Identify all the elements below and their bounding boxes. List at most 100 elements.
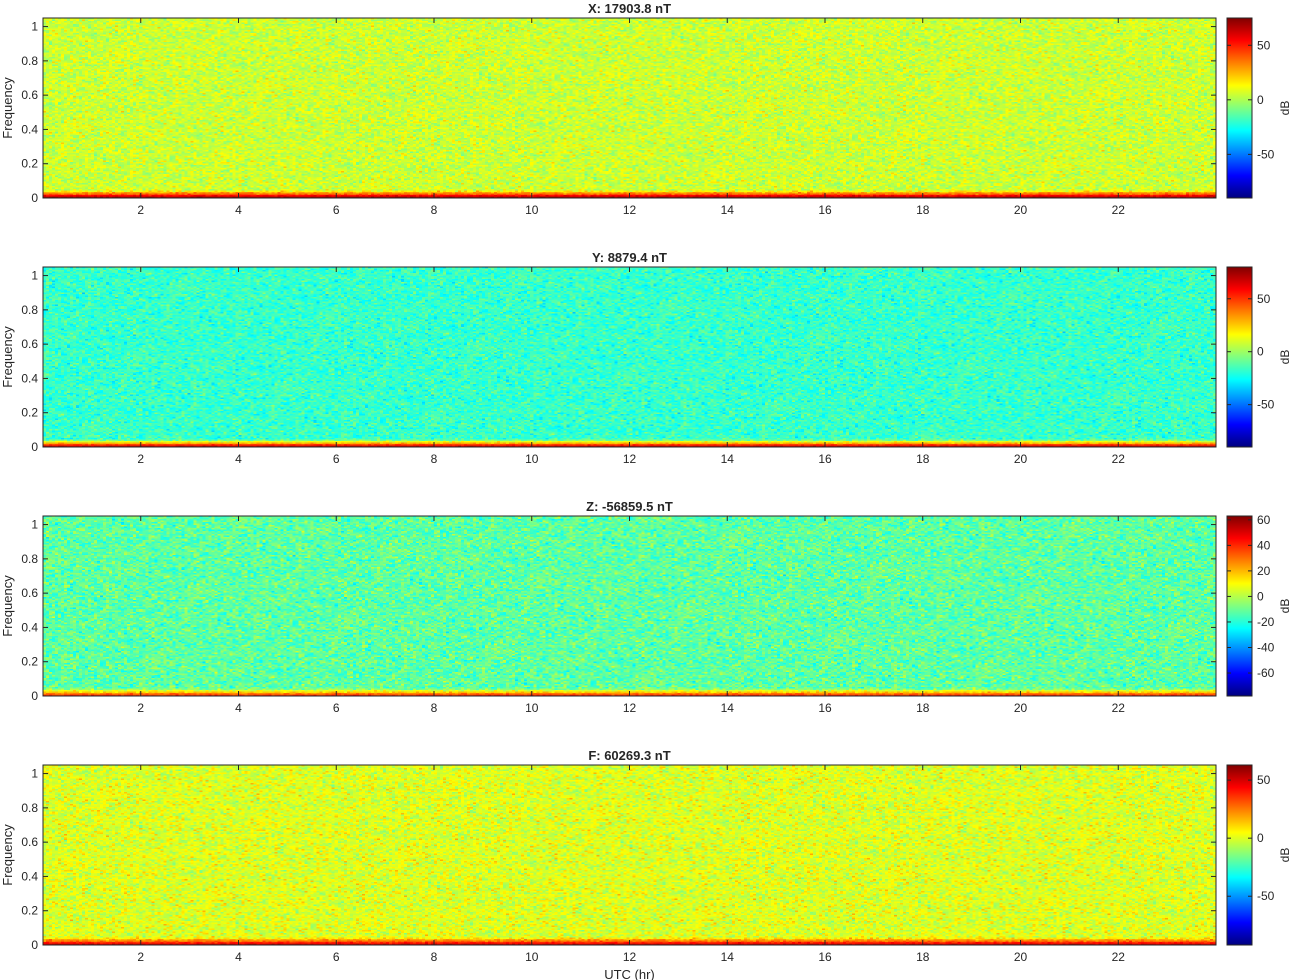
y-tick-label: 0 [31,689,38,703]
x-tick-label: 10 [525,701,539,715]
x-tick-label: 12 [623,452,637,466]
y-tick-label: 1 [31,20,38,34]
y-tick-label: 0.8 [21,552,38,566]
colorbar-tick-label: -50 [1257,889,1275,903]
x-tick-label: 18 [916,203,930,217]
colorbar-tick-label: -50 [1257,398,1275,412]
x-tick-label: 10 [525,950,539,964]
x-tick-label: 2 [137,203,144,217]
colorbar-tick-label: 50 [1257,773,1271,787]
x-tick-label: 22 [1112,950,1126,964]
x-tick-label: 8 [431,701,438,715]
x-tick-label: 14 [721,701,735,715]
spectrogram-image [43,516,1216,696]
x-tick-label: 18 [916,452,930,466]
y-tick-label: 0.2 [21,904,38,918]
x-tick-label: 14 [721,203,735,217]
x-tick-label: 10 [525,203,539,217]
colorbar-tick-label: 0 [1257,93,1264,107]
x-tick-label: 20 [1014,452,1028,466]
y-axis-label: Frequency [0,326,15,388]
x-tick-label: 6 [333,203,340,217]
colorbar-tick-label: 60 [1257,513,1271,527]
x-tick-label: 8 [431,950,438,964]
x-tick-label: 16 [818,203,832,217]
x-tick-label: 6 [333,950,340,964]
chart-title: Z: -56859.5 nT [586,499,673,514]
x-tick-label: 2 [137,701,144,715]
x-tick-label: 4 [235,701,242,715]
y-tick-label: 0.2 [21,157,38,171]
spectrogram-image [43,18,1216,198]
y-tick-label: 0.2 [21,655,38,669]
spectrogram-panel-2: Y: 8879.4 nT2 4 6 8 10 12 14 16 18 20 2200.20.40.6… [0,250,1292,466]
x-tick-label: 8 [431,203,438,217]
colorbar-label: dB [1278,848,1292,863]
colorbar-tick-label: 50 [1257,292,1271,306]
y-tick-label: 0.4 [21,620,38,634]
colorbar-tick-label: 40 [1257,538,1271,552]
y-tick-label: 0 [31,938,38,952]
y-tick-label: 1 [31,518,38,532]
y-tick-label: 1 [31,269,38,283]
colorbar-tick-label: -50 [1257,147,1275,161]
y-tick-label: 0.6 [21,835,38,849]
x-tick-label: 6 [333,701,340,715]
spectrogram-image [43,765,1216,945]
x-tick-label: 20 [1014,203,1028,217]
x-tick-label: 22 [1112,203,1126,217]
x-tick-label: 16 [818,452,832,466]
x-tick-label: 16 [818,950,832,964]
y-tick-label: 0.8 [21,54,38,68]
y-tick-label: 0.6 [21,88,38,102]
y-tick-label: 0.8 [21,303,38,317]
x-tick-label: 22 [1112,452,1126,466]
x-tick-label: 4 [235,203,242,217]
y-tick-label: 0 [31,191,38,205]
x-tick-label: 8 [431,452,438,466]
x-tick-label: 18 [916,950,930,964]
x-tick-label: 16 [818,701,832,715]
x-tick-label: 12 [623,950,637,964]
colorbar [1226,764,1253,946]
y-tick-label: 0.4 [21,122,38,136]
x-tick-label: 12 [623,203,637,217]
chart-title: X: 17903.8 nT [588,1,671,16]
colorbar-tick-label: 0 [1257,589,1264,603]
x-tick-label: 2 [137,452,144,466]
colorbar-tick-label: -40 [1257,640,1275,654]
x-tick-label: 2 [137,950,144,964]
colorbar [1226,266,1253,448]
x-tick-label: 22 [1112,701,1126,715]
y-tick-label: 0.6 [21,586,38,600]
y-tick-label: 1 [31,767,38,781]
x-tick-label: 14 [721,452,735,466]
spectrogram-image [43,267,1216,447]
y-tick-label: 0.8 [21,801,38,815]
x-tick-label: 18 [916,701,930,715]
y-tick-label: 0.4 [21,869,38,883]
colorbar-label: dB [1278,599,1292,614]
spectrogram-panel-3: Z: -56859.5 nT2 4 6 8 10 12 14 16 18 20 2200.20.40… [0,499,1292,715]
colorbar-label: dB [1278,350,1292,365]
x-tick-label: 14 [721,950,735,964]
colorbar-tick-label: 0 [1257,831,1264,845]
y-axis-label: Frequency [0,77,15,139]
x-tick-label: 20 [1014,950,1028,964]
colorbar [1226,515,1253,697]
colorbar-tick-label: -60 [1257,666,1275,680]
x-tick-label: 20 [1014,701,1028,715]
x-tick-label: 4 [235,452,242,466]
colorbar-tick-label: 0 [1257,345,1264,359]
y-tick-label: 0.2 [21,406,38,420]
colorbar-label: dB [1278,101,1292,116]
colorbar-tick-label: 50 [1257,38,1271,52]
chart-title: F: 60269.3 nT [588,748,670,763]
spectrogram-panel-4: F: 60269.3 nT2 4 6 8 10 12 14 16 18 20 2200.20.40.… [0,748,1292,980]
spectrogram-panel-1: X: 17903.8 nT2 4 6 8 10 12 14 16 18 20 2200.20.40.… [0,1,1292,217]
colorbar-tick-label: -20 [1257,615,1275,629]
y-axis-label: Frequency [0,824,15,886]
chart-title: Y: 8879.4 nT [592,250,667,265]
x-tick-label: 4 [235,950,242,964]
